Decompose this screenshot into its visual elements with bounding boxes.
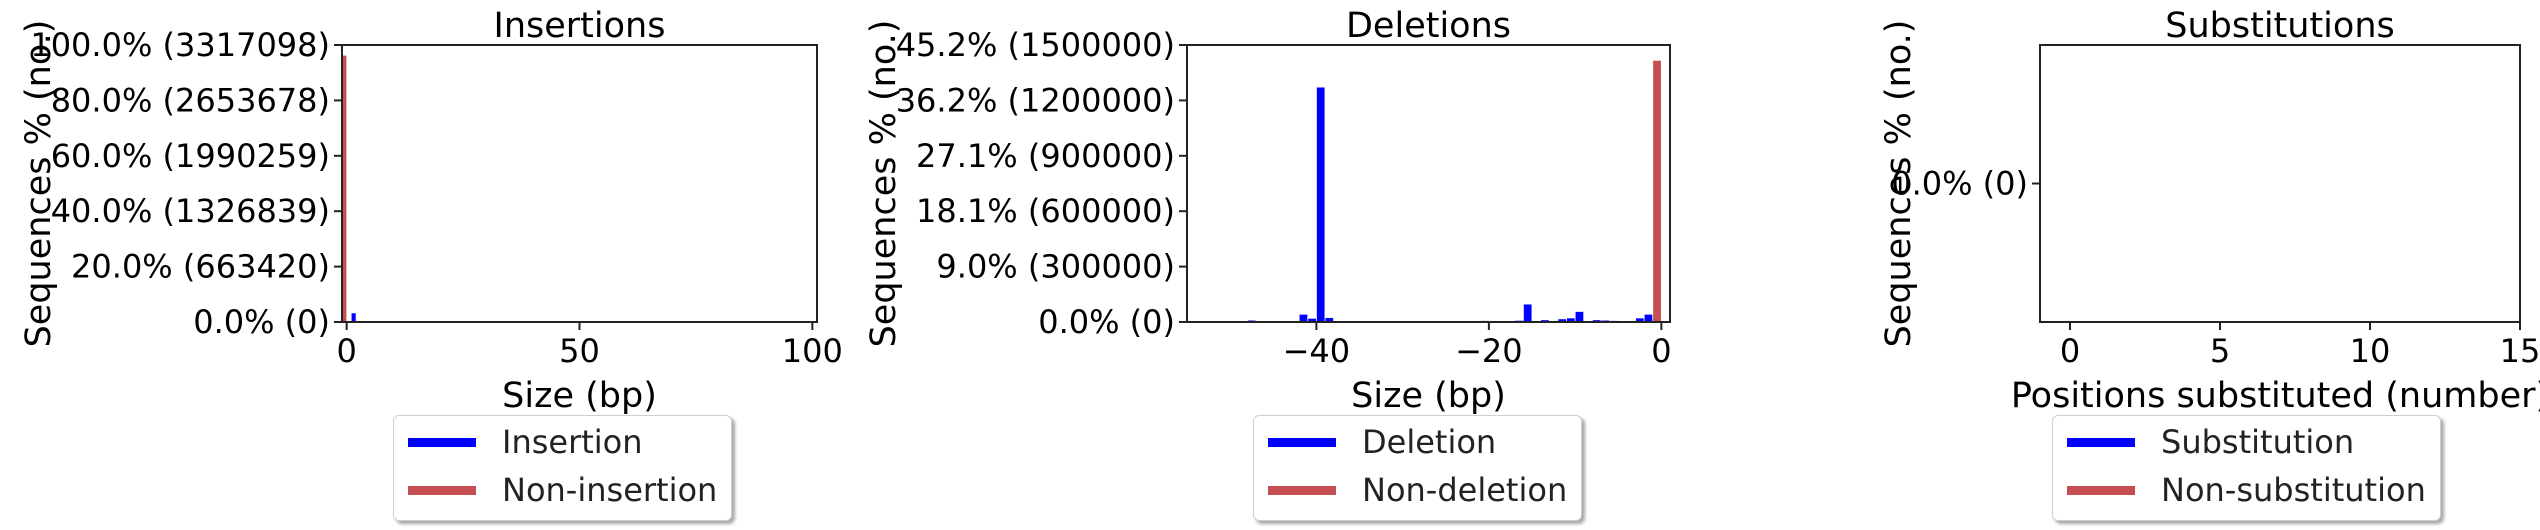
x-tick-label: 5 (2210, 332, 2230, 370)
y-tick-label: 18.1% (600000) (916, 192, 1175, 230)
y-tick-label: 9.0% (300000) (936, 248, 1175, 286)
bar-non-deletion (1653, 60, 1661, 323)
bar-deletion (1558, 319, 1567, 322)
x-tick-label: 50 (559, 332, 600, 370)
bar-deletion (1635, 318, 1644, 322)
plot-frame (2039, 44, 2521, 323)
legend-entry: Deletion (1268, 418, 1567, 466)
x-tick-label: −20 (1455, 332, 1523, 370)
bar-deletion (1566, 318, 1575, 322)
bar-non-insertion (342, 55, 347, 323)
bar-deletion (1523, 304, 1532, 322)
chart-title: Substitutions (2165, 6, 2394, 46)
legend-entry: Non-deletion (1268, 466, 1567, 514)
plot-frame (1186, 44, 1671, 323)
legend-entry: Substitution (2067, 418, 2426, 466)
x-tick-label: 0 (1651, 332, 1671, 370)
y-tick-label: 60.0% (1990259) (51, 137, 330, 175)
legend-swatch (1268, 485, 1336, 495)
chart-panel-substitutions: 0.0% (0) 0 5 10 15 Substitutions Positions sub… (1879, 6, 2540, 416)
legend: Insertion Non-insertion (393, 415, 733, 521)
legend-label: Non-substitution (2161, 471, 2426, 509)
legend-entry: Non-insertion (408, 466, 717, 514)
y-tick-label: 0.0% (0) (193, 303, 330, 341)
y-tick-label: 36.2% (1200000) (896, 81, 1175, 119)
bar-insertion (351, 313, 356, 322)
chart-title: Insertions (494, 6, 666, 46)
y-axis-label: Sequences % (no.) (19, 20, 59, 348)
x-tick-label: −40 (1283, 332, 1351, 370)
x-tick-label: 0 (2060, 332, 2080, 370)
legend-swatch (408, 485, 476, 495)
legend-label: Non-insertion (502, 471, 718, 509)
legend-label: Deletion (1362, 423, 1497, 461)
y-axis-label: Sequences % (no.) (1879, 20, 1919, 348)
legend-swatch (1268, 437, 1336, 447)
bar-deletion (1575, 311, 1584, 322)
chart-panel-insertions: 0.0% (0) 20.0% (663420) 40.0% (1326839) 60.… (19, 6, 843, 416)
legend-label: Substitution (2161, 423, 2355, 461)
y-tick-label: 80.0% (2653678) (51, 81, 330, 119)
x-tick-label: 15 (2500, 332, 2540, 370)
plot-frame (341, 44, 818, 323)
chart-panel-deletions: 0.0% (0) 9.0% (300000) 18.1% (600000) 27.1%… (864, 6, 1672, 416)
bar-deletion (1299, 314, 1308, 322)
bar-deletion (1316, 87, 1325, 323)
y-tick-label: 0.0% (0) (1038, 303, 1175, 341)
legend-entry: Insertion (408, 418, 717, 466)
y-tick-label: 100.0% (3317098) (30, 26, 330, 64)
legend-swatch (2067, 485, 2135, 495)
legend: Substitution Non-substitution (2052, 415, 2441, 521)
legend-swatch (408, 437, 476, 447)
x-axis-label: Size (bp) (502, 376, 657, 416)
x-tick-label: 100 (782, 332, 843, 370)
chart-title: Deletions (1346, 6, 1511, 46)
legend-entry: Non-substitution (2067, 466, 2426, 514)
x-axis-label: Size (bp) (1351, 376, 1506, 416)
x-axis-label: Positions substituted (number) (2011, 376, 2540, 416)
legend: Deletion Non-deletion (1253, 415, 1583, 521)
y-tick-label: 20.0% (663420) (71, 248, 330, 286)
y-tick-label: 40.0% (1326839) (51, 192, 330, 230)
legend-swatch (2067, 437, 2135, 447)
bar-deletion (1644, 314, 1653, 322)
y-tick-label: 0.0% (0) (1891, 165, 2028, 203)
legend-label: Non-deletion (1362, 471, 1568, 509)
y-axis-label: Sequences % (no.) (864, 20, 904, 348)
legend-label: Insertion (502, 423, 643, 461)
y-tick-label: 45.2% (1500000) (896, 26, 1175, 64)
bar-deletion (1308, 318, 1316, 322)
x-tick-label: 0 (336, 332, 356, 370)
y-tick-label: 27.1% (900000) (916, 137, 1175, 175)
x-tick-label: 10 (2350, 332, 2391, 370)
bar-deletion (1325, 317, 1334, 322)
